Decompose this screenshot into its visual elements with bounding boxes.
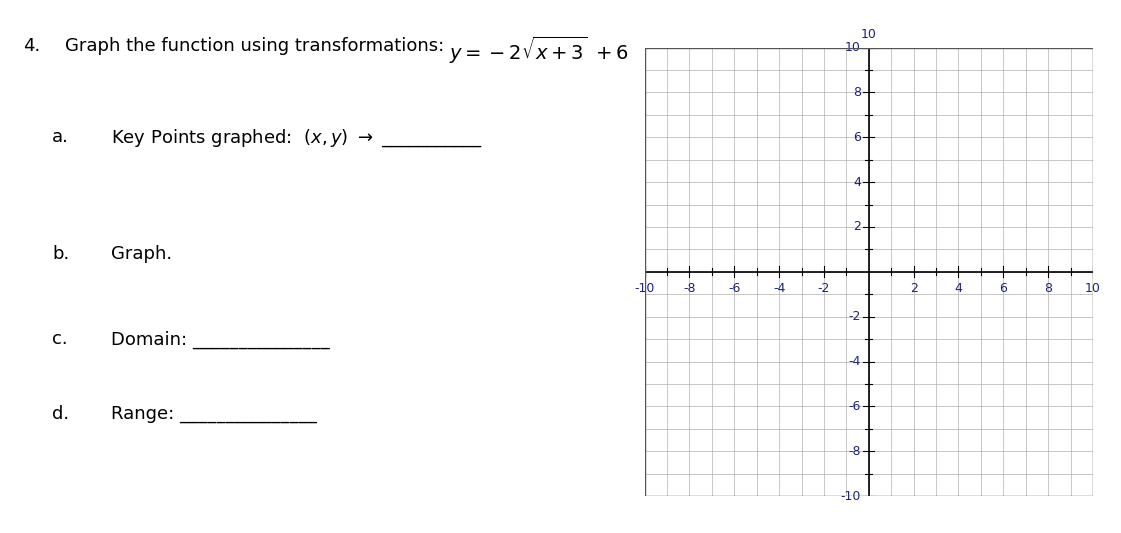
Text: c.: c. — [52, 330, 67, 349]
Text: Key Points graphed:  $(x,y)$ $\rightarrow$ ___________: Key Points graphed: $(x,y)$ $\rightarrow… — [111, 128, 482, 149]
Text: 10: 10 — [1085, 282, 1101, 295]
Text: 10: 10 — [845, 41, 861, 54]
Text: d.: d. — [52, 405, 70, 423]
Text: 10: 10 — [861, 28, 877, 41]
Text: -2: -2 — [849, 310, 861, 323]
Text: Graph the function using transformations:: Graph the function using transformations… — [65, 37, 444, 55]
Text: a.: a. — [52, 128, 68, 146]
Text: 4: 4 — [853, 176, 861, 189]
Text: -6: -6 — [849, 400, 861, 413]
Text: 4.: 4. — [22, 37, 40, 55]
Text: -4: -4 — [849, 355, 861, 368]
Text: 8: 8 — [1044, 282, 1053, 295]
Text: 2: 2 — [853, 221, 861, 233]
Text: $y = -2\sqrt{x+3}\ +6$: $y = -2\sqrt{x+3}\ +6$ — [448, 35, 629, 66]
Text: Domain: _______________: Domain: _______________ — [111, 330, 330, 349]
Text: Graph.: Graph. — [111, 245, 172, 263]
Text: -8: -8 — [849, 445, 861, 458]
Text: 2: 2 — [909, 282, 918, 295]
Text: 6: 6 — [999, 282, 1008, 295]
Text: -4: -4 — [772, 282, 786, 295]
Text: Range: _______________: Range: _______________ — [111, 405, 316, 423]
Text: 6: 6 — [853, 131, 861, 144]
Text: -10: -10 — [841, 489, 861, 503]
Text: 4: 4 — [954, 282, 963, 295]
Text: -6: -6 — [728, 282, 741, 295]
Text: -8: -8 — [683, 282, 696, 295]
Text: 8: 8 — [853, 86, 861, 99]
Text: b.: b. — [52, 245, 70, 263]
Text: -10: -10 — [634, 282, 655, 295]
Text: -2: -2 — [817, 282, 831, 295]
